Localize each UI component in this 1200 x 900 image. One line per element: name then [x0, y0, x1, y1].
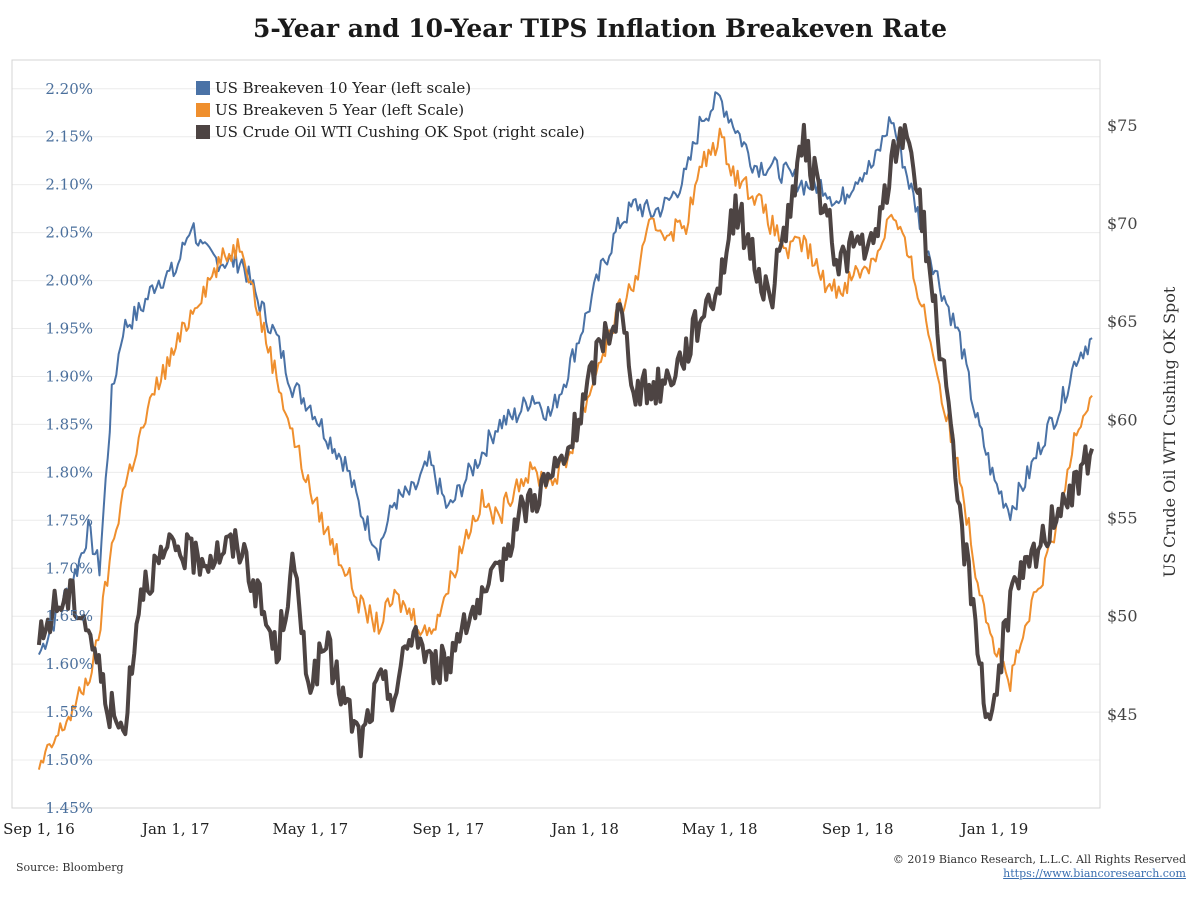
gridlines: [12, 88, 1100, 809]
left-tick-label: 1.80%: [45, 463, 93, 481]
x-tick-label: Jan 1, 17: [140, 820, 210, 838]
right-tick-label: $70: [1107, 214, 1138, 233]
five-year-breakeven-line: [37, 127, 1093, 770]
legend-swatch: [196, 103, 210, 117]
right-tick-label: $60: [1107, 410, 1138, 429]
left-tick-label: 1.90%: [45, 367, 93, 385]
left-tick-label: 1.45%: [45, 799, 93, 817]
series-layer: [36, 91, 1094, 770]
legend-swatch: [196, 125, 210, 139]
plot-area-frame: [11, 59, 1101, 809]
legend-swatch: [196, 81, 210, 95]
legend-label: US Breakeven 5 Year (left Scale): [215, 101, 464, 119]
x-tick-label: Jan 1, 18: [549, 820, 619, 838]
left-tick-label: 1.70%: [45, 559, 93, 577]
source-note: Source: Bloomberg: [16, 861, 124, 874]
x-tick-label: Sep 1, 17: [412, 820, 484, 838]
wti-oil-line: [36, 122, 1094, 759]
right-tick-label: $65: [1107, 312, 1138, 331]
left-tick-label: 1.85%: [45, 415, 93, 433]
left-tick-label: 1.55%: [45, 703, 93, 721]
left-tick-label: 1.50%: [45, 751, 93, 769]
legend-label: US Crude Oil WTI Cushing OK Spot (right …: [215, 123, 585, 141]
ten-year-breakeven-line: [37, 91, 1093, 656]
x-axis: Sep 1, 16 Jan 1, 17 May 1, 17 Sep 1, 17 Jan …: [3, 820, 1028, 838]
right-tick-label: $75: [1107, 116, 1138, 135]
left-tick-label: 2.20%: [45, 80, 93, 98]
right-tick-label: $55: [1107, 508, 1138, 527]
left-tick-label: 2.15%: [45, 128, 93, 146]
legend-label: US Breakeven 10 Year (left scale): [215, 79, 471, 97]
website-link[interactable]: https://www.biancoresearch.com: [1003, 867, 1186, 880]
left-tick-label: 1.75%: [45, 511, 93, 529]
chart-title: 5-Year and 10-Year TIPS Inflation Breake…: [253, 14, 947, 43]
legend: US Breakeven 10 Year (left scale) US Brea…: [196, 79, 585, 141]
x-tick-label: Sep 1, 18: [822, 820, 894, 838]
left-tick-label: 1.95%: [45, 320, 93, 338]
right-axis-label: US Crude Oil WTI Cushing OK Spot: [1160, 286, 1179, 577]
copyright-block: © 2019 Bianco Research, L.L.C. All Right…: [893, 853, 1186, 881]
x-tick-label: Sep 1, 16: [3, 820, 75, 838]
left-tick-label: 2.00%: [45, 272, 93, 290]
left-tick-label: 2.10%: [45, 176, 93, 194]
left-tick-label: 1.65%: [45, 607, 93, 625]
copyright-text: © 2019 Bianco Research, L.L.C. All Right…: [892, 853, 1186, 866]
x-tick-label: May 1, 17: [272, 820, 348, 838]
right-tick-label: $45: [1107, 705, 1138, 724]
x-tick-label: May 1, 18: [682, 820, 758, 838]
left-tick-label: 1.60%: [45, 655, 93, 673]
left-tick-label: 2.05%: [45, 224, 93, 242]
right-axis: $45 $50 $55 $60 $65 $70 $75: [1107, 116, 1138, 724]
right-tick-label: $50: [1107, 607, 1138, 626]
left-axis: 1.45% 1.50% 1.55% 1.60% 1.65% 1.70% 1.75% 1.80%…: [45, 80, 93, 817]
x-tick-label: Jan 1, 19: [959, 820, 1029, 838]
